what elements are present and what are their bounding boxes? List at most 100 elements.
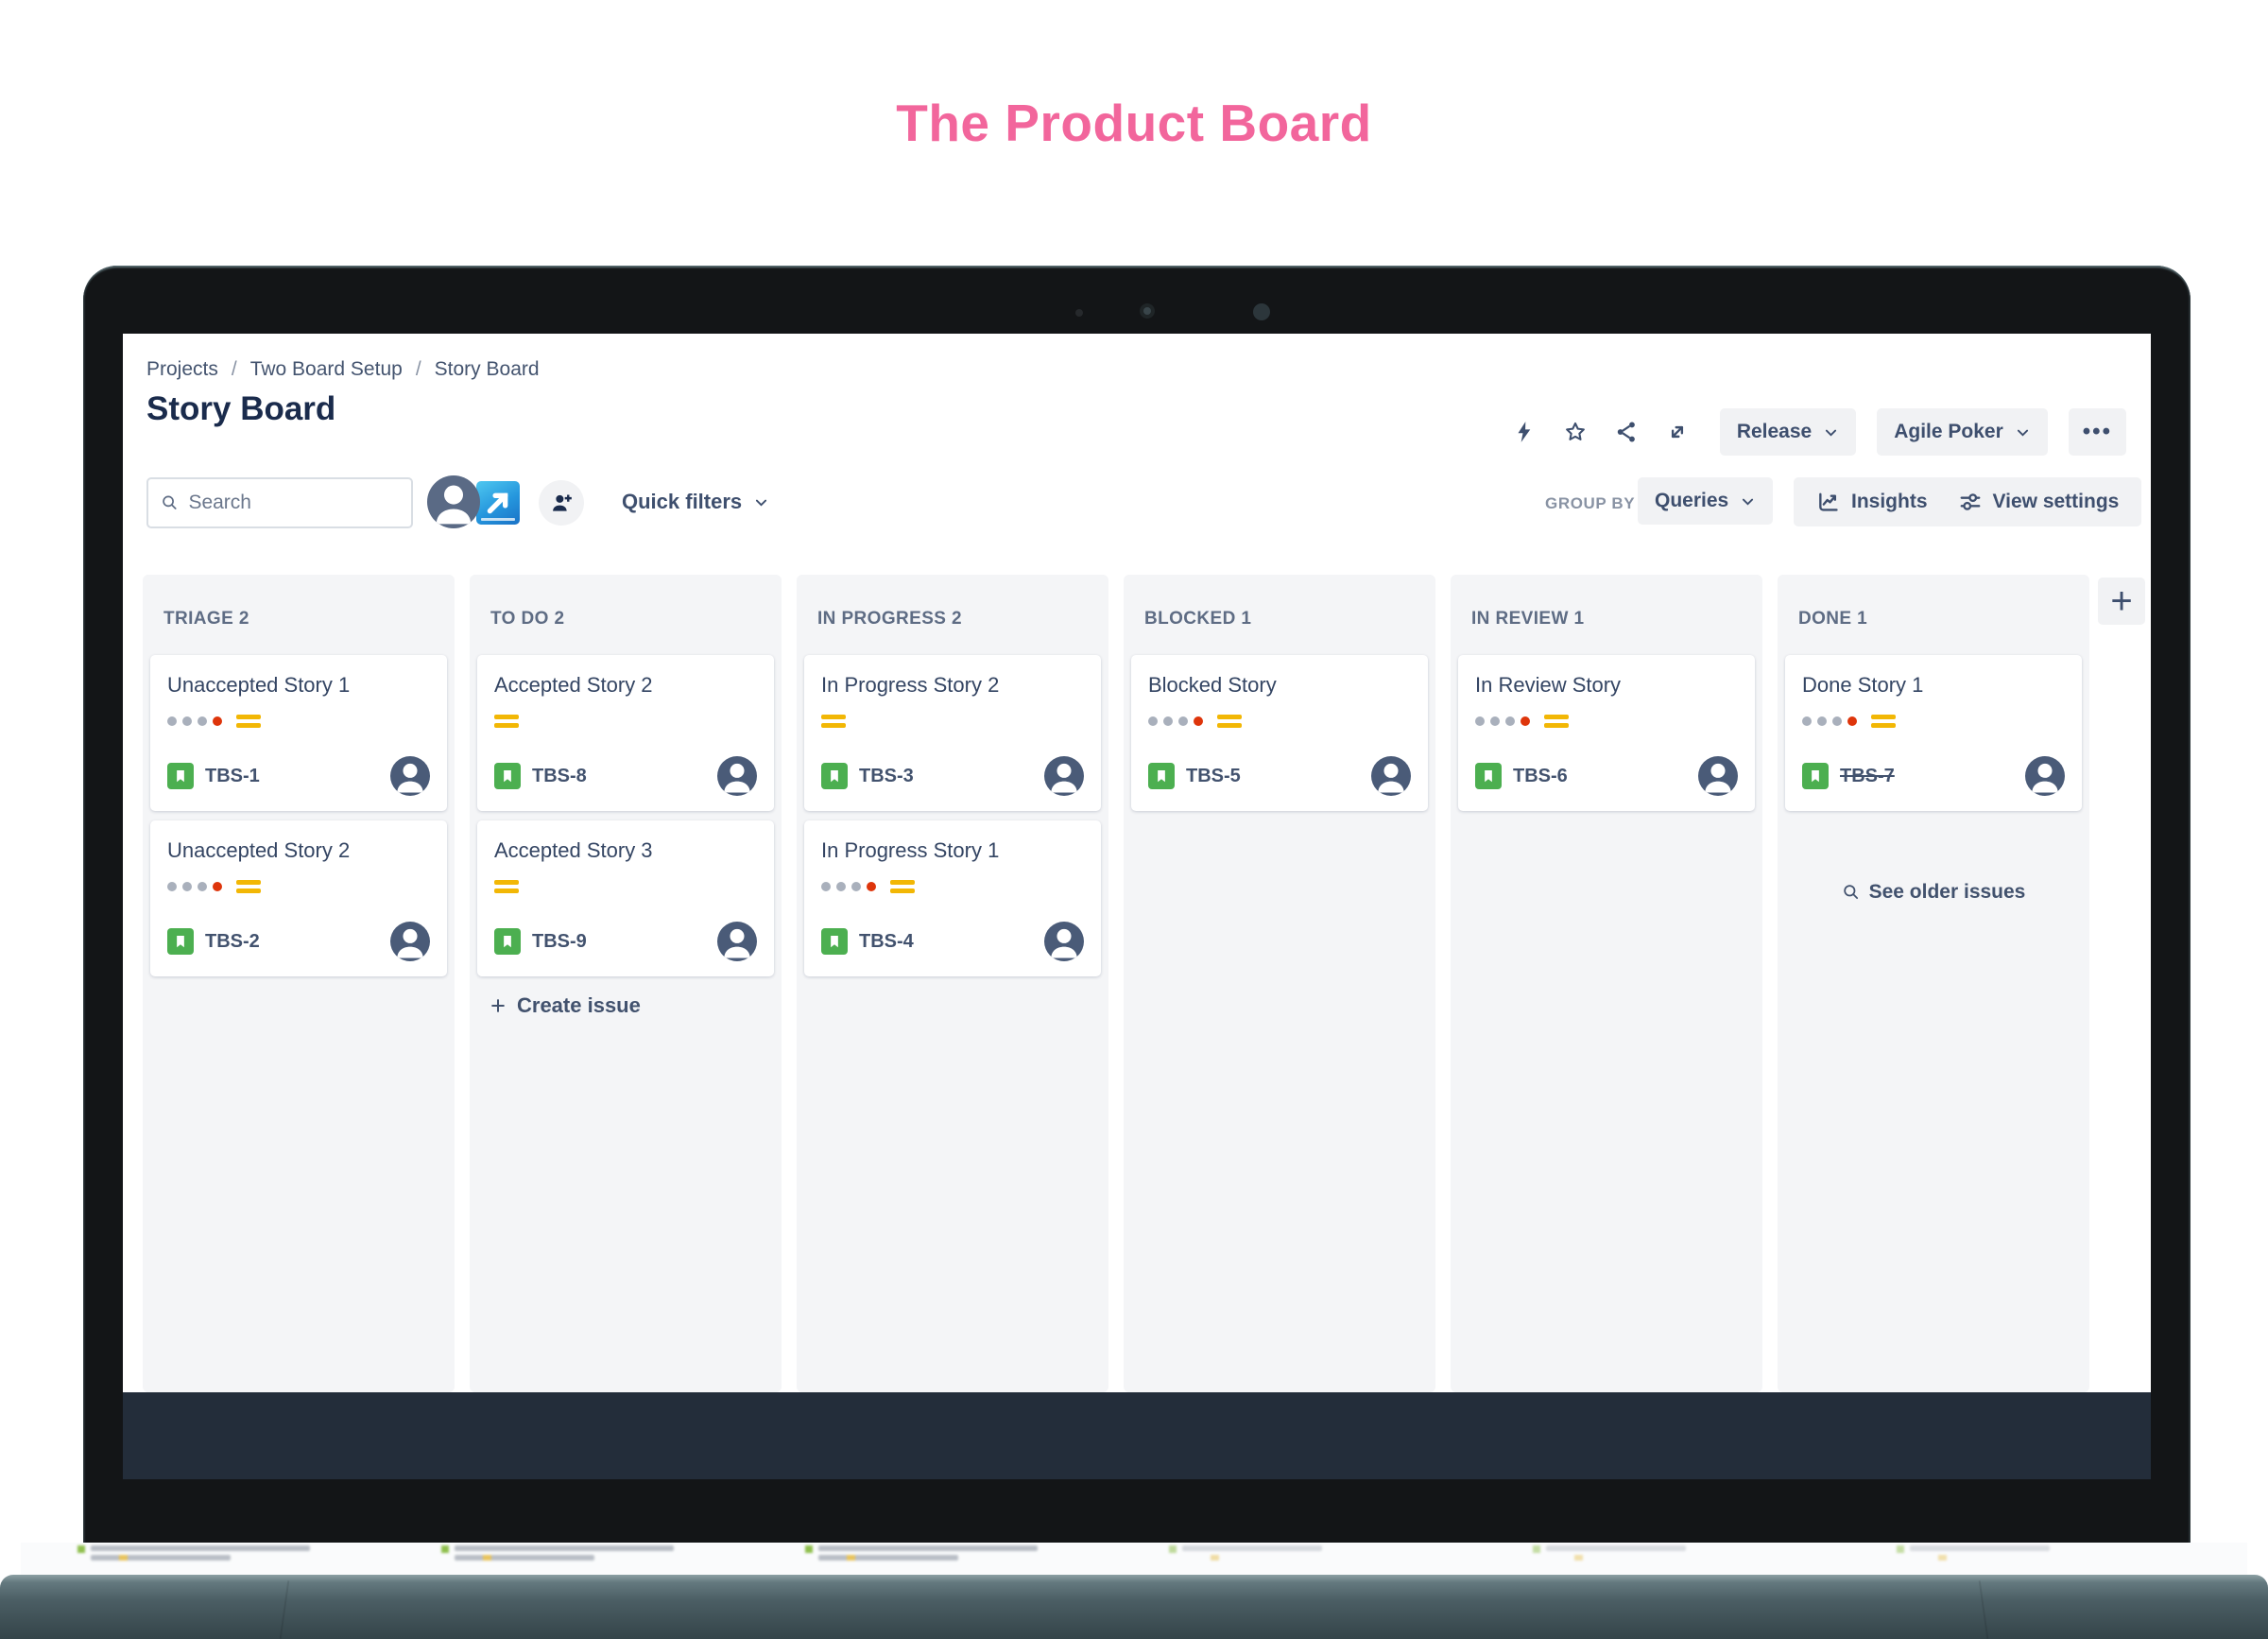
webcam-icon [1140,303,1155,319]
view-settings-label: View settings [1992,491,2120,512]
search-input[interactable] [188,492,399,514]
assignee-avatar[interactable] [390,756,430,796]
card-indicators [1475,715,1738,728]
board-card[interactable]: In Review Story TBS-6 [1458,655,1755,811]
assignee-avatar[interactable] [717,756,757,796]
card-title: Unaccepted Story 1 [167,673,351,697]
card-indicators [821,880,1084,893]
screen-reflection [1533,1545,1837,1572]
board-search[interactable] [146,477,413,528]
addon-app-avatar[interactable] [476,481,520,525]
issue-key: TBS-3 [859,765,914,786]
board-card[interactable]: Unaccepted Story 2 TBS-2 [150,820,447,976]
story-type-icon [1802,763,1829,789]
add-column-button[interactable]: + [2098,578,2145,625]
view-settings-button[interactable]: View settings [1943,477,2135,526]
share-icon[interactable] [1614,420,1639,444]
see-older-issues-button[interactable]: See older issues [1785,881,2082,904]
board-column-in-review: IN REVIEW 1 In Review Story TBS-6 [1451,575,1762,1392]
insights-label: Insights [1851,491,1928,512]
assignee-avatar[interactable] [1698,756,1738,796]
issue-key: TBS-4 [859,930,914,952]
card-title: In Progress Story 1 [821,838,1000,862]
board-card[interactable]: Accepted Story 3 TBS-9 [477,820,774,976]
chevron-down-icon [2017,429,2028,437]
card-title: In Progress Story 2 [821,673,1000,697]
board-card[interactable]: In Progress Story 2 TBS-3 [804,655,1101,811]
estimation-dot-red [867,882,876,891]
group-by-value: Queries [1655,490,1729,511]
quick-filters-dropdown[interactable]: Quick filters [622,490,769,514]
more-actions-button[interactable]: ••• [2068,408,2126,456]
story-type-icon [1475,763,1502,789]
priority-medium-icon [494,715,519,728]
estimation-dot-red [213,716,222,726]
estimation-dot-red [1194,716,1203,726]
board-card[interactable]: Unaccepted Story 1 TBS-1 [150,655,447,811]
board-card[interactable]: Blocked Story TBS-5 [1131,655,1428,811]
screen-reflection [441,1545,746,1572]
assignee-avatar[interactable] [390,922,430,961]
create-issue-button[interactable]: Create issue [489,993,774,1018]
bezel-sensor-dot [1253,303,1270,320]
estimation-dot [1490,716,1500,726]
chevron-down-icon [1743,498,1754,506]
star-favorite-icon[interactable] [1563,420,1588,444]
story-type-icon [1148,763,1175,789]
estimation-dot-red [213,882,222,891]
board-toolbar: Release Agile Poker ••• [1512,407,2126,457]
card-indicators [1148,715,1411,728]
release-button[interactable]: Release [1719,408,1857,456]
story-type-icon [167,763,194,789]
automation-lightning-icon[interactable] [1512,420,1537,444]
estimation-dot [1817,716,1827,726]
estimation-dot [198,716,207,726]
card-title: In Review Story [1475,673,1622,697]
app-avatar-stripe [481,518,515,521]
estimation-dot [821,882,831,891]
bezel-sensor-dot [1075,309,1083,317]
breadcrumb-board-name[interactable]: Story Board [434,358,540,380]
estimation-dot [182,716,192,726]
estimation-dot [851,882,861,891]
assignee-avatar[interactable] [1044,756,1084,796]
issue-key: TBS-1 [205,765,260,786]
estimation-dot [1148,716,1158,726]
card-indicators [494,880,757,893]
assignee-avatar[interactable] [1044,922,1084,961]
card-title: Accepted Story 3 [494,838,653,862]
board-card[interactable]: Done Story 1 TBS-7 [1785,655,2082,811]
board-card[interactable]: In Progress Story 1 TBS-4 [804,820,1101,976]
card-indicators [1802,715,2065,728]
assignee-avatar[interactable] [2025,756,2065,796]
add-people-button[interactable] [539,480,584,526]
insights-button[interactable]: Insights [1801,477,1943,526]
estimation-dot [1178,716,1188,726]
user-avatar[interactable] [427,475,480,528]
estimation-dot [167,716,177,726]
issue-key-done: TBS-7 [1840,765,1895,786]
screen-reflection [1169,1545,1473,1572]
priority-medium-icon [1544,715,1569,728]
group-by-queries-dropdown[interactable]: Queries [1638,477,1774,525]
board-card[interactable]: Accepted Story 2 TBS-8 [477,655,774,811]
assignee-avatar[interactable] [717,922,757,961]
fullscreen-expand-icon[interactable] [1665,420,1690,444]
insights-chart-icon [1819,492,1838,511]
issue-key: TBS-9 [532,930,587,952]
screen-reflection [1897,1545,2201,1572]
app-window: Projects / Two Board Setup / Story Board… [123,334,2151,1479]
estimation-dot [836,882,846,891]
assignee-avatar[interactable] [1371,756,1411,796]
issue-key: TBS-8 [532,765,587,786]
breadcrumb-separator: / [415,358,421,380]
column-title: TRIAGE 2 [163,609,249,629]
breadcrumb-project-name[interactable]: Two Board Setup [249,358,403,380]
estimation-dot [1505,716,1515,726]
see-older-issues-label: See older issues [1868,881,2026,903]
priority-medium-icon [236,880,261,893]
breadcrumb-separator: / [231,358,237,380]
board-column-triage: TRIAGE 2 Unaccepted Story 1 TBS-1 Unac [143,575,455,1392]
agile-poker-button[interactable]: Agile Poker [1877,408,2048,456]
breadcrumb-projects[interactable]: Projects [146,358,218,380]
